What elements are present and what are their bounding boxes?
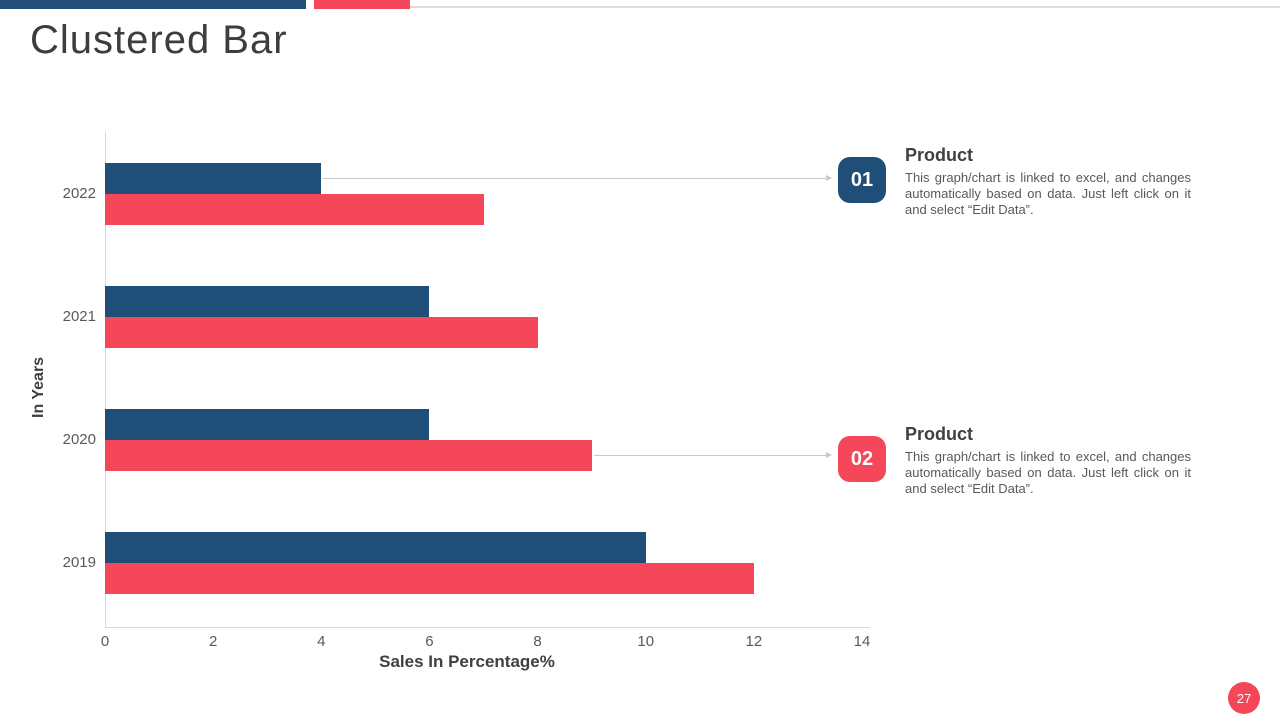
y-axis-line <box>105 132 106 627</box>
x-tick-label: 12 <box>745 633 763 650</box>
callout-02-badge[interactable]: 02 <box>838 436 886 482</box>
x-tick-label: 4 <box>317 633 326 650</box>
callout-01-body: This graph/chart is linked to excel, and… <box>905 170 1191 217</box>
bar-product-02-2022[interactable] <box>105 194 484 225</box>
x-tick-label: 2 <box>208 633 218 650</box>
y-axis-title: In Years <box>30 356 47 418</box>
connector-arrowhead <box>825 175 832 181</box>
bar-product-01-2019[interactable] <box>105 532 646 563</box>
callout-01-title: Product <box>905 145 974 165</box>
y-tick-label: 2019 <box>62 554 96 571</box>
callout-product-02: 02 Product This graph/chart is linked to… <box>838 424 1193 497</box>
x-tick-label: 0 <box>100 633 110 650</box>
bar-product-02-2019[interactable] <box>105 563 754 594</box>
callout-product-01: 01 Product This graph/chart is linked to… <box>838 145 1193 218</box>
x-tick-label: 14 <box>853 633 871 650</box>
bar-product-02-2020[interactable] <box>105 440 592 471</box>
callout-02-title: Product <box>905 424 974 444</box>
callout-connector <box>323 175 832 181</box>
callout-02-body: This graph/chart is linked to excel, and… <box>905 449 1191 496</box>
top-accent-divider-line <box>410 6 1280 8</box>
x-tick-label: 6 <box>425 633 434 650</box>
callout-01-badge[interactable]: 01 <box>838 157 886 203</box>
bar-product-02-2021[interactable] <box>105 317 538 348</box>
page-number-badge: 27 <box>1228 682 1260 714</box>
x-tick-label: 10 <box>637 633 655 650</box>
y-tick-label: 2021 <box>62 308 96 325</box>
y-tick-label: 2022 <box>62 185 96 202</box>
x-axis-title: Sales In Percentage% <box>379 652 555 671</box>
callout-connector <box>593 452 832 458</box>
top-accent-red-bar <box>314 0 410 9</box>
bar-product-01-2021[interactable] <box>105 286 430 317</box>
connector-arrowhead <box>825 452 832 458</box>
page-title: Clustered Bar <box>30 18 288 62</box>
x-axis-line <box>105 627 870 628</box>
bar-product-01-2022[interactable] <box>105 163 322 194</box>
top-accent-navy-bar <box>0 0 306 9</box>
x-tick-label: 8 <box>533 633 542 650</box>
y-tick-label: 2020 <box>62 431 96 448</box>
bar-product-01-2020[interactable] <box>105 409 430 440</box>
